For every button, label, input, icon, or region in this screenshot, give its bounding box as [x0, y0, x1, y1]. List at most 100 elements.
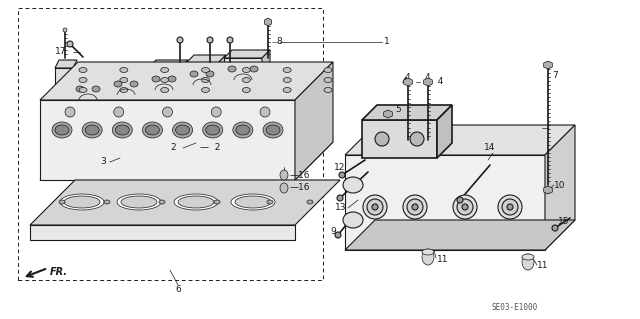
Text: —16: —16 [290, 170, 310, 180]
Ellipse shape [372, 204, 378, 210]
Ellipse shape [507, 204, 513, 210]
Ellipse shape [228, 66, 236, 72]
Ellipse shape [115, 125, 129, 135]
Text: 4: 4 [425, 73, 431, 83]
Text: 10: 10 [554, 181, 566, 189]
Ellipse shape [522, 254, 534, 270]
Ellipse shape [143, 122, 163, 138]
Ellipse shape [92, 86, 100, 92]
Ellipse shape [412, 204, 418, 210]
Polygon shape [262, 50, 270, 80]
Ellipse shape [203, 122, 223, 138]
Text: 3: 3 [100, 158, 106, 167]
Polygon shape [55, 68, 73, 96]
Ellipse shape [175, 125, 189, 135]
Ellipse shape [177, 37, 183, 43]
Polygon shape [55, 60, 77, 68]
Ellipse shape [462, 204, 468, 210]
Ellipse shape [266, 125, 280, 135]
Polygon shape [545, 125, 575, 250]
Ellipse shape [250, 66, 258, 72]
Text: 12: 12 [334, 164, 346, 173]
Ellipse shape [453, 195, 477, 219]
Text: 7: 7 [552, 70, 557, 79]
Text: —16: —16 [290, 183, 310, 192]
Ellipse shape [60, 194, 104, 210]
Ellipse shape [205, 125, 220, 135]
Ellipse shape [552, 225, 558, 231]
Ellipse shape [343, 177, 363, 193]
Text: 6: 6 [175, 286, 181, 294]
Ellipse shape [422, 249, 434, 265]
Text: 2: 2 [170, 144, 175, 152]
Ellipse shape [64, 196, 100, 208]
Ellipse shape [120, 87, 128, 93]
Ellipse shape [243, 68, 250, 72]
Text: 13: 13 [335, 204, 346, 212]
Ellipse shape [339, 172, 345, 178]
Polygon shape [72, 70, 112, 78]
Ellipse shape [403, 195, 427, 219]
Ellipse shape [502, 199, 518, 215]
Polygon shape [142, 65, 150, 95]
Ellipse shape [426, 79, 431, 85]
Ellipse shape [112, 122, 132, 138]
Ellipse shape [231, 194, 275, 210]
Polygon shape [345, 125, 575, 155]
Text: 5: 5 [395, 106, 401, 115]
Ellipse shape [363, 195, 387, 219]
Ellipse shape [280, 183, 288, 193]
Ellipse shape [343, 212, 363, 228]
Polygon shape [186, 55, 226, 63]
Ellipse shape [206, 71, 214, 77]
Ellipse shape [457, 199, 473, 215]
Text: FR.: FR. [50, 267, 68, 277]
Ellipse shape [337, 195, 343, 201]
Ellipse shape [283, 78, 291, 83]
Ellipse shape [407, 199, 423, 215]
Polygon shape [424, 78, 433, 86]
Ellipse shape [324, 68, 332, 72]
Text: 8: 8 [276, 38, 282, 47]
Polygon shape [362, 120, 437, 158]
Ellipse shape [104, 200, 110, 204]
Ellipse shape [243, 78, 250, 83]
Ellipse shape [76, 86, 84, 92]
Text: 4: 4 [405, 73, 411, 83]
Ellipse shape [120, 78, 128, 83]
Polygon shape [186, 63, 218, 85]
Polygon shape [345, 220, 575, 250]
Ellipse shape [114, 107, 124, 117]
Ellipse shape [130, 81, 138, 87]
Polygon shape [543, 186, 552, 194]
Text: 1: 1 [384, 38, 390, 47]
Ellipse shape [55, 125, 69, 135]
Ellipse shape [202, 68, 209, 72]
Ellipse shape [457, 197, 463, 203]
Ellipse shape [202, 78, 209, 83]
Ellipse shape [163, 107, 173, 117]
Ellipse shape [385, 111, 391, 117]
Ellipse shape [406, 79, 410, 85]
Ellipse shape [498, 195, 522, 219]
Polygon shape [224, 50, 270, 58]
Ellipse shape [168, 76, 176, 82]
Text: 9: 9 [330, 227, 336, 236]
Ellipse shape [120, 68, 128, 72]
Ellipse shape [367, 199, 383, 215]
Ellipse shape [117, 194, 161, 210]
Ellipse shape [145, 125, 159, 135]
Ellipse shape [79, 68, 87, 72]
Ellipse shape [161, 78, 169, 83]
Ellipse shape [410, 132, 424, 146]
Polygon shape [30, 180, 340, 225]
Text: 11: 11 [437, 256, 449, 264]
Text: SE03-E1000: SE03-E1000 [492, 302, 538, 311]
Polygon shape [345, 155, 545, 250]
Ellipse shape [207, 37, 213, 43]
Ellipse shape [159, 200, 165, 204]
Ellipse shape [280, 170, 288, 180]
Ellipse shape [422, 249, 434, 255]
Ellipse shape [233, 122, 253, 138]
Ellipse shape [243, 87, 250, 93]
